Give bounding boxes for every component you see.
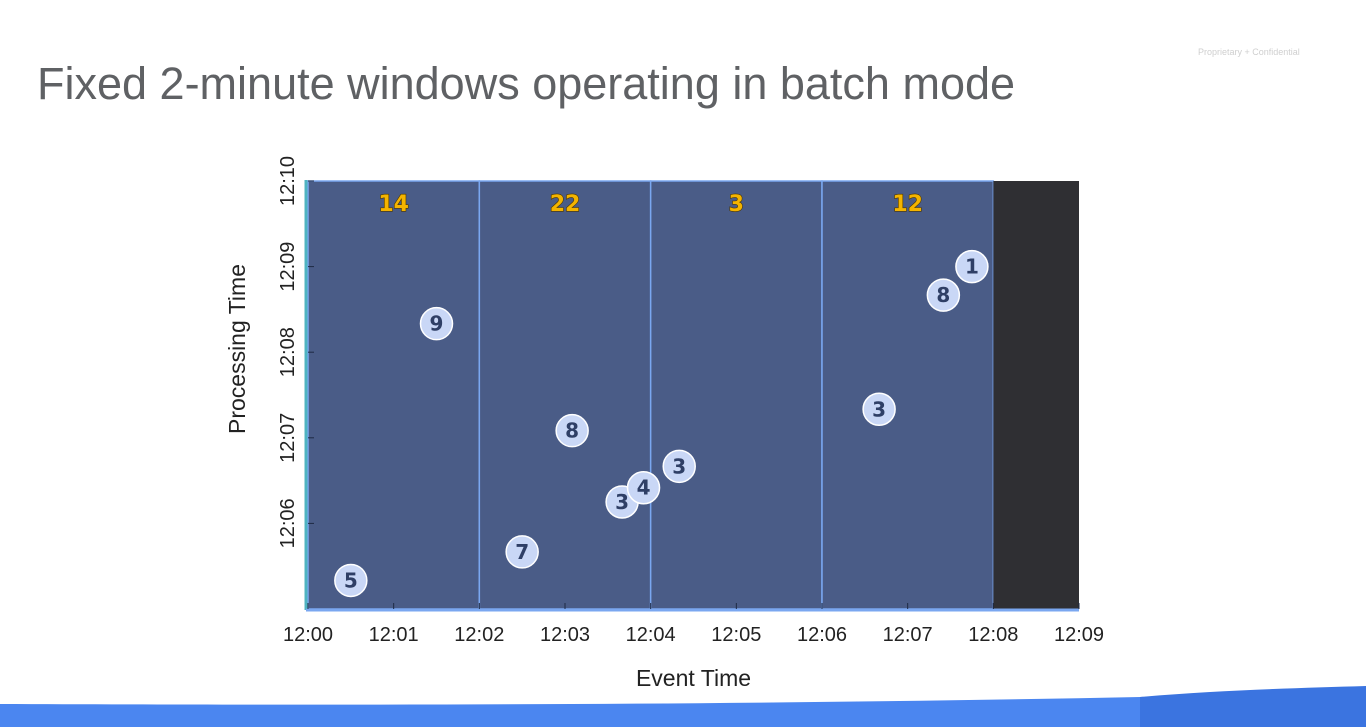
y-tick-label: 12:09 xyxy=(277,242,299,292)
slide-title: Fixed 2-minute windows operating in batc… xyxy=(37,58,1016,109)
x-tick-label: 12:03 xyxy=(540,624,590,646)
data-point-4 xyxy=(555,413,589,448)
data-point-10 xyxy=(955,249,989,284)
x-tick-label: 12:06 xyxy=(797,624,847,646)
data-point-label: 8 xyxy=(936,283,950,307)
data-point-label: 5 xyxy=(344,568,358,592)
window-sum-4: 12 xyxy=(892,192,923,217)
y-axis-title: Processing Time xyxy=(224,264,250,434)
x-tick-label: 12:02 xyxy=(454,624,504,646)
data-point-8 xyxy=(862,392,896,427)
data-point-3 xyxy=(505,535,539,569)
data-point-label: 3 xyxy=(615,490,629,514)
data-point-7 xyxy=(662,449,696,484)
y-tick-label: 12:07 xyxy=(277,413,299,463)
window-sum-3: 3 xyxy=(729,192,744,217)
y-tick-label: 12:10 xyxy=(277,156,299,206)
data-point-1 xyxy=(334,563,368,598)
data-point-label: 4 xyxy=(637,476,651,500)
x-tick-label: 12:07 xyxy=(883,624,933,646)
x-tick-label: 12:08 xyxy=(968,624,1018,646)
data-point-label: 9 xyxy=(430,312,444,336)
y-tick-label: 12:06 xyxy=(277,498,299,548)
window-3 xyxy=(649,180,823,610)
x-tick-label: 12:01 xyxy=(369,624,419,646)
y-tick-label: 12:08 xyxy=(277,327,299,377)
x-tick-label: 12:04 xyxy=(626,624,676,646)
x-tick-label: 12:05 xyxy=(711,624,761,646)
window-1 xyxy=(307,180,481,610)
data-point-label: 8 xyxy=(565,419,579,443)
data-point-label: 3 xyxy=(872,397,886,421)
data-point-6 xyxy=(626,470,661,505)
data-point-label: 7 xyxy=(515,540,529,564)
unprocessed-region xyxy=(993,181,1079,609)
data-point-2 xyxy=(419,306,454,341)
x-tick-label: 12:09 xyxy=(1054,624,1104,646)
window-sum-2: 22 xyxy=(550,192,581,217)
x-axis-title: Event Time xyxy=(636,665,751,691)
window-sum-1: 14 xyxy=(378,192,409,217)
data-point-9 xyxy=(926,278,961,312)
data-point-label: 1 xyxy=(965,255,979,279)
confidential-label: Proprietary + Confidential xyxy=(1198,47,1300,57)
x-tick-label: 12:00 xyxy=(283,624,333,646)
data-point-label: 3 xyxy=(672,454,686,478)
